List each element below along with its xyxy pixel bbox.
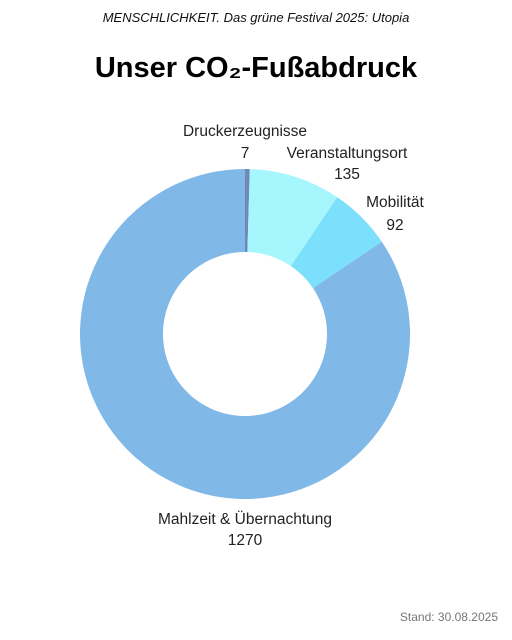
slice-mobilit-t bbox=[290, 197, 382, 289]
chart-subtitle: MENSCHLICHKEIT. Das grüne Festival 2025:… bbox=[102, 10, 410, 25]
slice-label: Mahlzeit & Übernachtung bbox=[158, 510, 332, 528]
slice-label: Druckerzeugnisse bbox=[183, 123, 307, 140]
slice-druckerzeugnisse bbox=[245, 169, 250, 253]
slice-value: 135 bbox=[334, 166, 360, 183]
slice-label: Mobilität bbox=[366, 194, 424, 211]
slice-label: Veranstaltungsort bbox=[287, 145, 408, 162]
slice-value: 92 bbox=[386, 217, 403, 234]
chart-title: Unser CO₂-Fußabdruck bbox=[94, 52, 418, 84]
slice-veranstaltungsort bbox=[247, 169, 338, 267]
stand-date: Stand: 30.08.2025 bbox=[399, 610, 498, 624]
slice-value: 7 bbox=[241, 145, 250, 162]
slice-mahlzeit-bernachtung bbox=[79, 169, 410, 499]
slice-value: 1270 bbox=[228, 532, 263, 549]
